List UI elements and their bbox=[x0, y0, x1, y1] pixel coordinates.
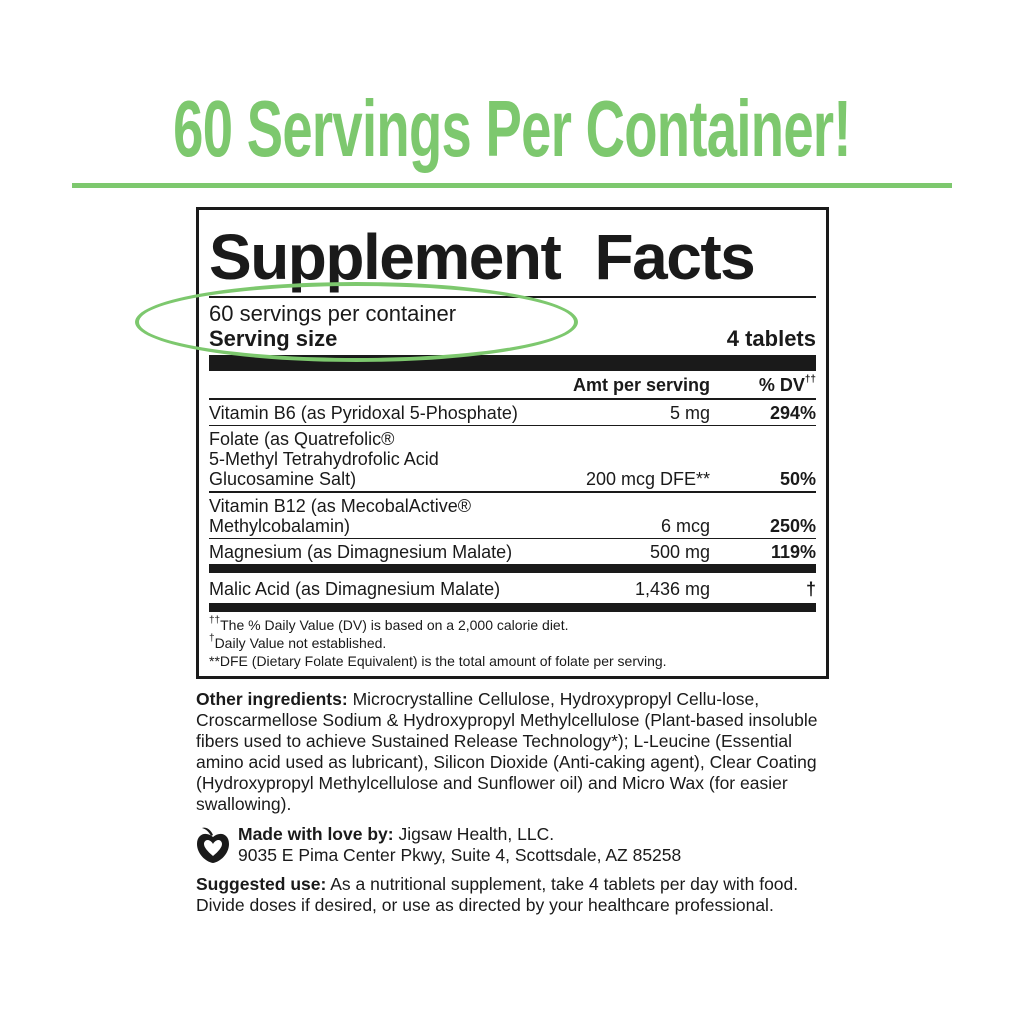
table-row: Folate (as Quatrefolic® 5-Methyl Tetrahyd… bbox=[209, 429, 816, 489]
table-row: Magnesium (as Dimagnesium Malate) 500 mg 1… bbox=[209, 542, 816, 562]
header-dv: % DV†† bbox=[758, 373, 816, 395]
footnotes: ††The % Daily Value (DV) is based on a 2… bbox=[209, 615, 667, 670]
suggested-use: Suggested use: As a nutritional suppleme… bbox=[196, 874, 799, 915]
table-row: Malic Acid (as Dimagnesium Malate) 1,436 … bbox=[209, 579, 816, 599]
headline: 60 Servings Per Container! bbox=[173, 84, 851, 173]
supplement-facts-panel: Supplement Facts 60 servings per contain… bbox=[196, 207, 829, 679]
table-row: Vitamin B6 (as Pyridoxal 5-Phosphate) 5 m… bbox=[209, 402, 816, 423]
header-amount: Amt per serving bbox=[572, 374, 710, 395]
other-ingredients: Other ingredients: Microcrystalline Cell… bbox=[196, 689, 818, 814]
facts-title: Supplement Facts bbox=[209, 221, 756, 293]
divider bbox=[72, 183, 952, 188]
made-by: Made with love by: Jigsaw Health, LLC. 90… bbox=[196, 824, 836, 866]
serving-size-value: 4 tablets bbox=[726, 325, 816, 351]
highlight-ellipse bbox=[135, 282, 578, 362]
apple-heart-icon bbox=[197, 827, 229, 863]
table-row: Vitamin B12 (as MecobalActive® Methylcoba… bbox=[209, 495, 816, 536]
